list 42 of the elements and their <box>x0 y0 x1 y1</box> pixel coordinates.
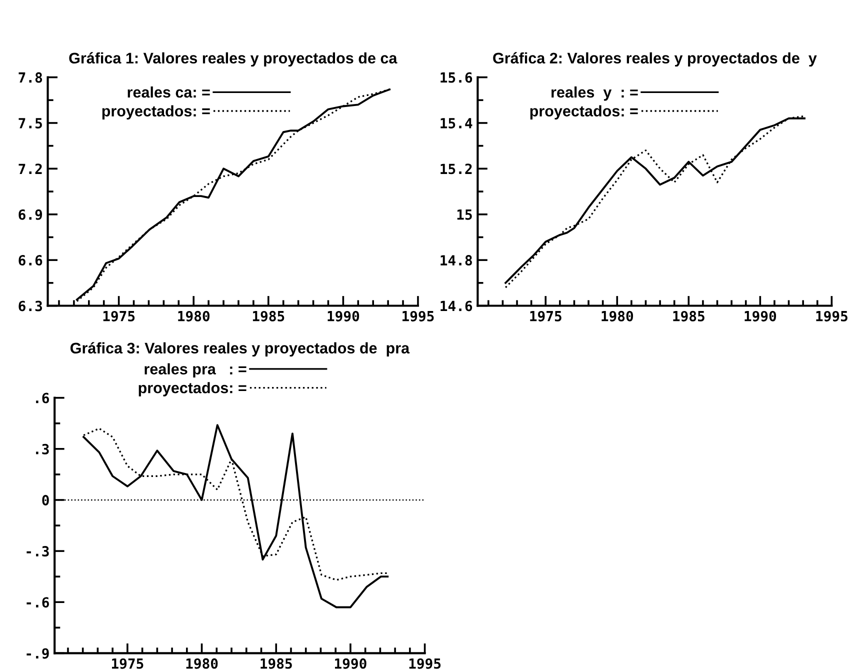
y-tick-label: 0 <box>42 494 49 506</box>
y-tick-label: 6.3 <box>18 300 42 312</box>
y-tick-label: -.6 <box>26 597 49 608</box>
y-tick-label: 15.4 <box>440 118 472 128</box>
x-tick-label: 1980 <box>186 658 218 669</box>
x-tick-label: 1975 <box>112 658 144 669</box>
x-tick-label: 1985 <box>260 658 292 669</box>
legend-label: proyectados: = <box>102 105 210 120</box>
y-tick-label: .3 <box>36 444 49 454</box>
x-tick-label: 1975 <box>530 310 562 322</box>
chart-title: Gráfica 3: Valores reales y proyectados de pra <box>70 342 410 357</box>
legend-label: proyectados: = <box>138 382 246 396</box>
x-tick-label: 1995 <box>409 658 441 669</box>
x-tick-label: 1980 <box>178 310 210 322</box>
y-tick-label: 6.9 <box>18 209 42 220</box>
y-tick-label: 14.8 <box>440 255 472 266</box>
y-tick-label: 15.2 <box>440 164 472 174</box>
y-tick-label: 15.6 <box>440 72 472 83</box>
x-tick-label: 1990 <box>744 310 776 322</box>
y-tick-label: 6.6 <box>18 255 42 266</box>
y-tick-label: -.9 <box>26 648 49 659</box>
y-tick-label: -.3 <box>26 546 49 557</box>
legend-label: reales pra : = <box>144 363 246 378</box>
chart-title: Gráfica 1: Valores reales y proyectados de ca <box>69 52 398 67</box>
legend-label: reales y : = <box>552 86 638 101</box>
y-tick-label: .6 <box>36 392 49 404</box>
x-tick-label: 1995 <box>402 310 434 322</box>
x-tick-label: 1975 <box>103 310 135 322</box>
y-tick-label: 7.2 <box>18 164 42 174</box>
legend-label: proyectados: = <box>530 105 638 120</box>
y-tick-label: 7.8 <box>18 72 42 83</box>
x-tick-label: 1980 <box>602 310 634 322</box>
x-tick-label: 1985 <box>673 310 704 322</box>
y-tick-label: 15 <box>457 210 472 220</box>
legend-label: reales ca: = <box>128 86 210 98</box>
chart-title: Gráfica 2: Valores reales y proyectados de y <box>493 52 817 67</box>
x-tick-label: 1990 <box>328 310 360 322</box>
y-tick-label: 7.5 <box>18 118 42 128</box>
y-tick-label: 14.6 <box>440 300 472 312</box>
x-tick-label: 1995 <box>816 310 848 322</box>
x-tick-label: 1990 <box>335 658 366 669</box>
x-tick-label: 1985 <box>252 310 284 322</box>
